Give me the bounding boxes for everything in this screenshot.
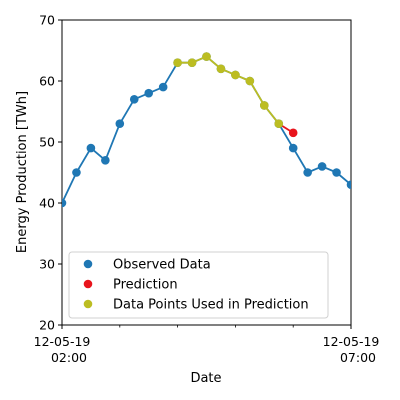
used-data-point [216, 64, 226, 74]
x-tick-label-date: 12-05-19 [323, 334, 380, 349]
used-data-point [231, 70, 240, 80]
legend-box [68, 251, 329, 319]
prediction-point [288, 128, 298, 138]
y-tick-label: 60 [39, 74, 55, 89]
observed-data-point [72, 168, 81, 177]
y-axis: 20 30 40 50 60 70 [39, 13, 62, 333]
used-data-point [260, 101, 269, 110]
observed-data-point [129, 95, 139, 104]
used-data-point [245, 76, 255, 86]
observed-data-point [101, 156, 110, 165]
x-axis-label: Date [190, 371, 221, 386]
legend-label: Prediction [113, 278, 178, 293]
used-data-point [274, 119, 284, 128]
used-data-point [187, 58, 197, 67]
observed-data-point [346, 180, 351, 189]
y-tick-label: 50 [39, 135, 55, 150]
axes-frame [61, 19, 352, 326]
used-data-point [202, 52, 211, 61]
y-tick-label: 20 [39, 318, 55, 333]
legend-label: Observed Data [113, 258, 211, 273]
observed-data-point [317, 162, 327, 171]
observed-data-point [115, 119, 125, 128]
series-layer [62, 52, 351, 208]
legend-marker [83, 279, 93, 289]
y-axis-label: Energy Production [TWh] [15, 91, 30, 253]
y-tick-label: 70 [39, 13, 55, 28]
plot-area [61, 19, 352, 326]
observed-data-point [288, 143, 298, 153]
observed-data-point [332, 168, 341, 177]
used-data-point [173, 58, 182, 67]
observed-data-point [303, 168, 312, 177]
legend: Observed Data Prediction Data Points Used … [68, 251, 329, 319]
y-tick-label: 40 [39, 196, 55, 211]
observed-data-point [86, 143, 96, 153]
x-tick-label-time: 02:00 [51, 350, 87, 365]
y-tick-label: 30 [39, 257, 55, 272]
legend-label: Data Points Used in Prediction [113, 298, 309, 313]
observed-data-point [158, 82, 168, 92]
observed-data-point [144, 88, 153, 98]
legend-marker [83, 299, 93, 309]
legend-marker [83, 259, 93, 269]
observed-data-point [62, 198, 67, 208]
x-tick-label-time: 07:00 [340, 350, 376, 365]
x-tick-label-date: 12-05-19 [34, 334, 91, 349]
